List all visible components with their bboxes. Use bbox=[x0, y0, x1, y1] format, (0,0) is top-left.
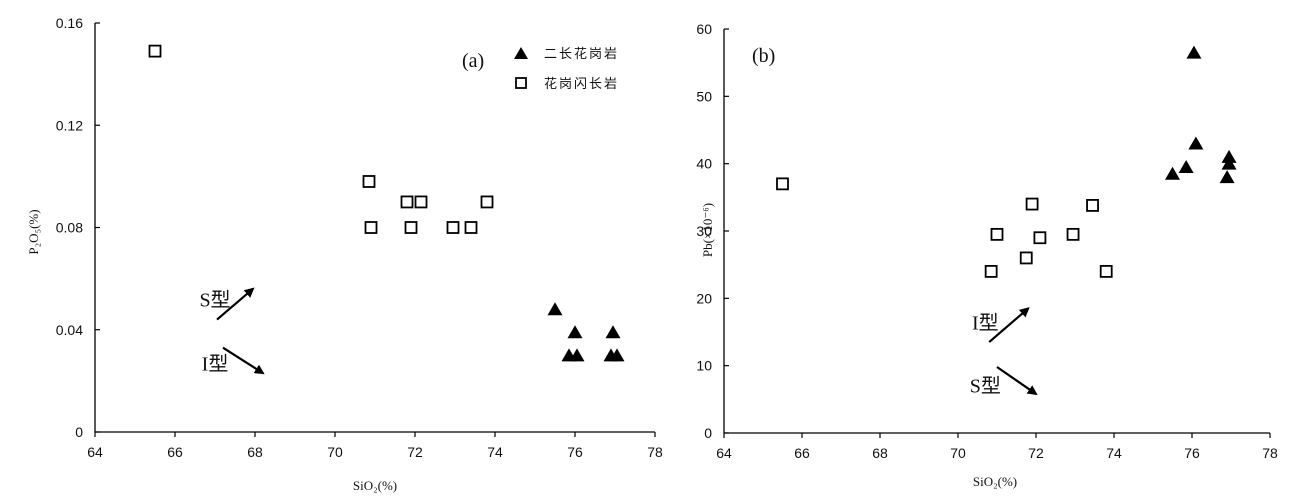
panel-label-a: (a) bbox=[462, 50, 484, 72]
chart-panel-b: 64 66 68 70 72 74 76 78 0 10 20 30 40 50 60 I型 S型 (b) S… bbox=[696, 21, 1278, 489]
x-tick-label: 68 bbox=[872, 445, 888, 461]
x-tick-label: 70 bbox=[327, 444, 343, 460]
annotations-b: I型 S型 bbox=[970, 307, 1038, 398]
x-tick-label: 68 bbox=[247, 444, 263, 460]
annotation-arrow bbox=[222, 346, 265, 375]
annotation-arrow bbox=[216, 287, 255, 321]
data-point-square bbox=[1019, 251, 1033, 265]
x-tick-label: 72 bbox=[407, 444, 423, 460]
x-tick-label: 74 bbox=[1106, 445, 1122, 461]
data-point-square bbox=[414, 195, 428, 209]
data-point-triangle bbox=[547, 302, 563, 316]
y-tick-label: 10 bbox=[696, 358, 712, 374]
data-point-square bbox=[990, 227, 1004, 241]
data-point-square bbox=[1066, 227, 1080, 241]
x-tick-label: 76 bbox=[567, 444, 583, 460]
y-tick-label: 40 bbox=[696, 156, 712, 172]
annotation-label: I型 bbox=[972, 311, 999, 334]
data-point-square bbox=[984, 264, 998, 278]
annotation-label: S型 bbox=[199, 289, 230, 312]
data-point-square bbox=[362, 175, 376, 188]
y-axis-label-a: P₂O₅(%) bbox=[26, 209, 41, 254]
y-tick-label: 20 bbox=[696, 290, 712, 306]
panel-label-b: (b) bbox=[752, 45, 775, 67]
data-point-triangle bbox=[1178, 160, 1194, 174]
annotation-label: S型 bbox=[970, 375, 1001, 398]
data-point-triangle bbox=[1219, 170, 1235, 184]
legend-marker-square bbox=[515, 77, 527, 89]
annotation-arrow bbox=[988, 307, 1030, 343]
data-point-square bbox=[404, 221, 418, 234]
annotation-arrow bbox=[996, 366, 1038, 396]
x-axis-label-b: SiO₂(%) bbox=[973, 474, 1017, 489]
x-tick-label: 72 bbox=[1028, 445, 1044, 461]
annotations-a: S型 I型 bbox=[199, 287, 265, 376]
data-point-square bbox=[1099, 264, 1113, 278]
y-tick-label: 0.04 bbox=[56, 322, 83, 338]
x-tick-label: 78 bbox=[1262, 445, 1278, 461]
data-point-triangle bbox=[609, 348, 625, 362]
y-tick-label: 60 bbox=[696, 21, 712, 37]
y-tick-label: 50 bbox=[696, 88, 712, 104]
points-a bbox=[148, 44, 625, 362]
x-tick-label: 64 bbox=[87, 444, 103, 460]
x-tick-label: 64 bbox=[716, 445, 732, 461]
data-point-square bbox=[480, 195, 494, 209]
data-point-square bbox=[1086, 199, 1099, 212]
data-point-triangle bbox=[1165, 166, 1180, 180]
x-tick-label: 78 bbox=[647, 444, 663, 460]
x-tick-label: 76 bbox=[1184, 445, 1200, 461]
y-tick-label: 0.12 bbox=[56, 117, 83, 133]
legend-marker-triangle bbox=[514, 47, 528, 59]
data-point-triangle bbox=[1221, 149, 1237, 163]
data-point-triangle bbox=[1188, 136, 1204, 150]
data-point-square bbox=[148, 44, 162, 58]
data-point-triangle bbox=[569, 348, 585, 362]
y-tick-label: 30 bbox=[696, 223, 712, 239]
data-point-triangle bbox=[1186, 45, 1202, 59]
legend-a: 二长花岗岩 花岗闪长岩 bbox=[514, 46, 619, 92]
data-point-triangle bbox=[605, 325, 621, 339]
points-b bbox=[776, 45, 1237, 278]
chart-panel-a: 64 66 68 70 72 74 76 78 0 0.04 0.08 0.12 0.16 S型 I型 (… bbox=[26, 15, 663, 493]
data-point-square bbox=[464, 221, 478, 234]
data-point-square bbox=[400, 195, 414, 209]
data-point-square bbox=[446, 221, 460, 234]
legend-entry-granodiorite: 花岗闪长岩 bbox=[544, 76, 619, 92]
y-tick-label: 0.16 bbox=[56, 15, 83, 31]
data-point-square bbox=[364, 221, 378, 234]
y-tick-label: 0 bbox=[75, 424, 83, 440]
x-tick-label: 70 bbox=[950, 445, 966, 461]
data-point-triangle bbox=[567, 325, 583, 339]
annotation-label: I型 bbox=[202, 353, 229, 376]
ticks-a: 64 66 68 70 72 74 76 78 0 0.04 0.08 0.12 0.16 bbox=[56, 15, 663, 460]
legend-entry-monzogranite: 二长花岗岩 bbox=[544, 46, 619, 62]
x-tick-label: 66 bbox=[167, 444, 183, 460]
x-axis-label-a: SiO₂(%) bbox=[353, 478, 397, 493]
x-tick-label: 66 bbox=[794, 445, 810, 461]
data-point-triangle bbox=[1221, 156, 1237, 170]
y-tick-label: 0.08 bbox=[56, 220, 83, 236]
y-axis-label-b: Pb(×10⁻⁶) bbox=[700, 203, 715, 257]
ticks-b: 64 66 68 70 72 74 76 78 0 10 20 30 40 50 60 bbox=[696, 21, 1278, 461]
y-tick-label: 0 bbox=[704, 425, 712, 441]
data-point-square bbox=[776, 177, 789, 191]
data-point-square bbox=[1033, 231, 1047, 245]
data-point-square bbox=[1025, 197, 1039, 211]
x-tick-label: 74 bbox=[487, 444, 503, 460]
